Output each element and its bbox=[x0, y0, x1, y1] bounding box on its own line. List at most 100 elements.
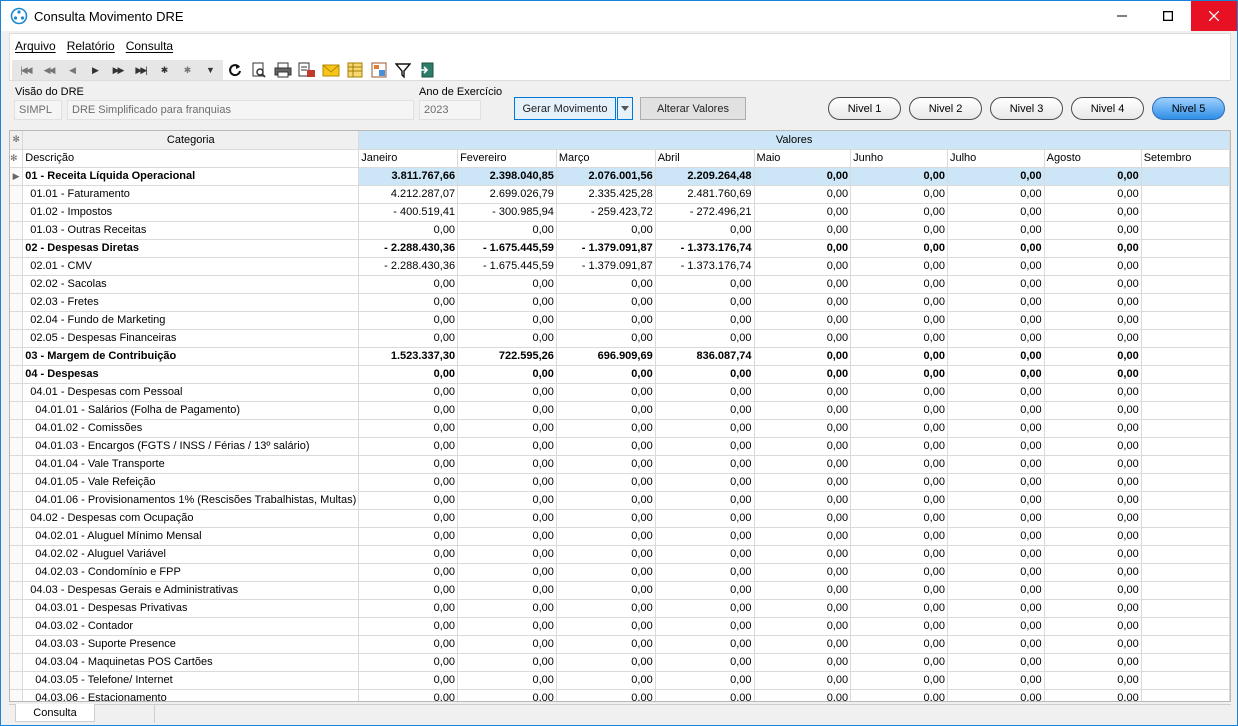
value-cell[interactable]: 0,00 bbox=[457, 329, 557, 348]
value-cell[interactable]: 0,00 bbox=[556, 581, 656, 600]
value-cell[interactable]: 0,00 bbox=[457, 509, 557, 528]
value-cell[interactable]: 0,00 bbox=[850, 311, 948, 330]
value-cell[interactable]: 0,00 bbox=[457, 419, 557, 438]
alterar-valores-button[interactable]: Alterar Valores bbox=[640, 97, 746, 120]
value-cell[interactable]: 0,00 bbox=[457, 365, 557, 384]
value-cell[interactable]: - 272.496,21 bbox=[655, 203, 755, 222]
row-description[interactable]: 04.01.06 - Provisionamentos 1% (Rescisõe… bbox=[22, 491, 360, 510]
value-cell[interactable]: 0,00 bbox=[754, 671, 852, 690]
value-cell[interactable]: 0,00 bbox=[947, 311, 1045, 330]
table-row[interactable]: 04.01.02 - Comissões 0,00 0,00 0,00 0,00 0,00… bbox=[10, 419, 1230, 438]
table-row[interactable]: 04.01.04 - Vale Transporte 0,00 0,00 0,00 0,… bbox=[10, 455, 1230, 474]
value-cell[interactable]: 0,00 bbox=[358, 473, 459, 492]
layout-button[interactable] bbox=[367, 60, 391, 80]
value-cell[interactable] bbox=[1141, 293, 1230, 312]
value-cell[interactable]: 0,00 bbox=[947, 689, 1045, 701]
value-cell[interactable]: - 1.373.176,74 bbox=[655, 257, 755, 276]
value-cell[interactable]: 0,00 bbox=[754, 257, 852, 276]
row-description[interactable]: 04.03.04 - Maquinetas POS Cartões bbox=[22, 653, 360, 672]
value-cell[interactable]: 0,00 bbox=[754, 221, 852, 240]
value-cell[interactable]: 0,00 bbox=[655, 383, 755, 402]
value-cell[interactable]: 0,00 bbox=[1044, 581, 1142, 600]
value-cell[interactable]: 0,00 bbox=[655, 329, 755, 348]
value-cell[interactable]: 0,00 bbox=[754, 455, 852, 474]
value-cell[interactable] bbox=[1141, 347, 1230, 366]
row-description[interactable]: 01.02 - Impostos bbox=[22, 203, 360, 222]
column-header-month[interactable]: Abril bbox=[655, 149, 755, 168]
insert-record-icon[interactable]: ✱ bbox=[160, 64, 169, 75]
value-cell[interactable]: 0,00 bbox=[947, 509, 1045, 528]
value-cell[interactable]: 0,00 bbox=[556, 365, 656, 384]
value-cell[interactable]: 0,00 bbox=[1044, 635, 1142, 654]
value-cell[interactable]: 0,00 bbox=[947, 617, 1045, 636]
value-cell[interactable]: 0,00 bbox=[1044, 689, 1142, 701]
value-cell[interactable]: 0,00 bbox=[1044, 167, 1142, 186]
value-cell[interactable]: 0,00 bbox=[947, 599, 1045, 618]
value-cell[interactable]: 0,00 bbox=[556, 653, 656, 672]
value-cell[interactable]: 0,00 bbox=[850, 419, 948, 438]
table-row[interactable]: 02.04 - Fundo de Marketing 0,00 0,00 0,00 0,… bbox=[10, 311, 1230, 330]
value-cell[interactable] bbox=[1141, 221, 1230, 240]
value-cell[interactable]: 0,00 bbox=[655, 545, 755, 564]
table-row[interactable]: 02.05 - Despesas Financeiras 0,00 0,00 0,00… bbox=[10, 329, 1230, 348]
ano-field[interactable]: 2023 bbox=[419, 100, 481, 120]
column-header-month[interactable]: Janeiro bbox=[358, 149, 459, 168]
tab-consulta[interactable]: Consulta bbox=[15, 704, 95, 722]
row-description[interactable]: 02.05 - Despesas Financeiras bbox=[22, 329, 360, 348]
table-row[interactable]: 04.03.03 - Suporte Presence 0,00 0,00 0,00 0… bbox=[10, 635, 1230, 654]
table-row[interactable]: 04.02.03 - Condomínio e FPP 0,00 0,00 0,00 0… bbox=[10, 563, 1230, 582]
value-cell[interactable]: 0,00 bbox=[754, 545, 852, 564]
filter-button[interactable] bbox=[391, 60, 415, 80]
value-cell[interactable]: 3.811.767,66 bbox=[358, 167, 459, 186]
column-header-month[interactable]: Julho bbox=[947, 149, 1045, 168]
value-cell[interactable]: 1.523.337,30 bbox=[358, 347, 459, 366]
spreadsheet-button[interactable] bbox=[343, 60, 367, 80]
row-description[interactable]: 01 - Receita Líquida Operacional bbox=[22, 167, 360, 186]
value-cell[interactable] bbox=[1141, 329, 1230, 348]
value-cell[interactable]: 0,00 bbox=[947, 527, 1045, 546]
value-cell[interactable]: 0,00 bbox=[947, 203, 1045, 222]
value-cell[interactable]: 0,00 bbox=[947, 653, 1045, 672]
table-row[interactable]: 04.02.02 - Aluguel Variável 0,00 0,00 0,00 0… bbox=[10, 545, 1230, 564]
value-cell[interactable]: 0,00 bbox=[556, 491, 656, 510]
value-cell[interactable]: 0,00 bbox=[754, 617, 852, 636]
value-cell[interactable]: 0,00 bbox=[754, 203, 852, 222]
value-cell[interactable] bbox=[1141, 617, 1230, 636]
nivel-4-button[interactable]: Nivel 4 bbox=[1071, 97, 1144, 120]
value-cell[interactable]: 0,00 bbox=[457, 221, 557, 240]
value-cell[interactable]: 0,00 bbox=[655, 635, 755, 654]
table-row[interactable]: 02.02 - Sacolas 0,00 0,00 0,00 0,00 0,00 0,00 0… bbox=[10, 275, 1230, 294]
value-cell[interactable] bbox=[1141, 419, 1230, 438]
value-cell[interactable]: 0,00 bbox=[754, 689, 852, 701]
column-header-month[interactable]: Agosto bbox=[1044, 149, 1142, 168]
value-cell[interactable]: 0,00 bbox=[556, 437, 656, 456]
value-cell[interactable]: 0,00 bbox=[655, 437, 755, 456]
row-description[interactable]: 02.03 - Fretes bbox=[22, 293, 360, 312]
value-cell[interactable]: 0,00 bbox=[655, 311, 755, 330]
value-cell[interactable] bbox=[1141, 401, 1230, 420]
row-description[interactable]: 04.01.01 - Salários (Folha de Pagamento) bbox=[22, 401, 360, 420]
value-cell[interactable]: - 2.288.430,36 bbox=[358, 239, 459, 258]
value-cell[interactable]: 0,00 bbox=[358, 635, 459, 654]
value-cell[interactable]: 0,00 bbox=[556, 599, 656, 618]
row-description[interactable]: 04.02.01 - Aluguel Mínimo Mensal bbox=[22, 527, 360, 546]
value-cell[interactable]: 0,00 bbox=[850, 401, 948, 420]
value-cell[interactable]: 0,00 bbox=[947, 473, 1045, 492]
minimize-button[interactable] bbox=[1099, 1, 1145, 31]
value-cell[interactable]: 0,00 bbox=[556, 635, 656, 654]
value-cell[interactable]: 0,00 bbox=[947, 329, 1045, 348]
table-row[interactable]: 01.02 - Impostos - 400.519,41- 300.985,94… bbox=[10, 203, 1230, 222]
next-page-icon[interactable]: ▶▶ bbox=[112, 64, 125, 75]
value-cell[interactable]: 0,00 bbox=[1044, 257, 1142, 276]
nivel-5-button[interactable]: Nivel 5 bbox=[1152, 97, 1225, 120]
value-cell[interactable]: 0,00 bbox=[358, 401, 459, 420]
value-cell[interactable]: 0,00 bbox=[850, 437, 948, 456]
maximize-button[interactable] bbox=[1145, 1, 1191, 31]
value-cell[interactable]: 0,00 bbox=[1044, 563, 1142, 582]
table-row[interactable]: 04.02.01 - Aluguel Mínimo Mensal 0,00 0,00… bbox=[10, 527, 1230, 546]
value-cell[interactable]: 0,00 bbox=[1044, 221, 1142, 240]
value-cell[interactable]: 0,00 bbox=[850, 671, 948, 690]
value-cell[interactable]: 0,00 bbox=[947, 437, 1045, 456]
value-cell[interactable]: 0,00 bbox=[358, 329, 459, 348]
value-cell[interactable]: 0,00 bbox=[850, 365, 948, 384]
